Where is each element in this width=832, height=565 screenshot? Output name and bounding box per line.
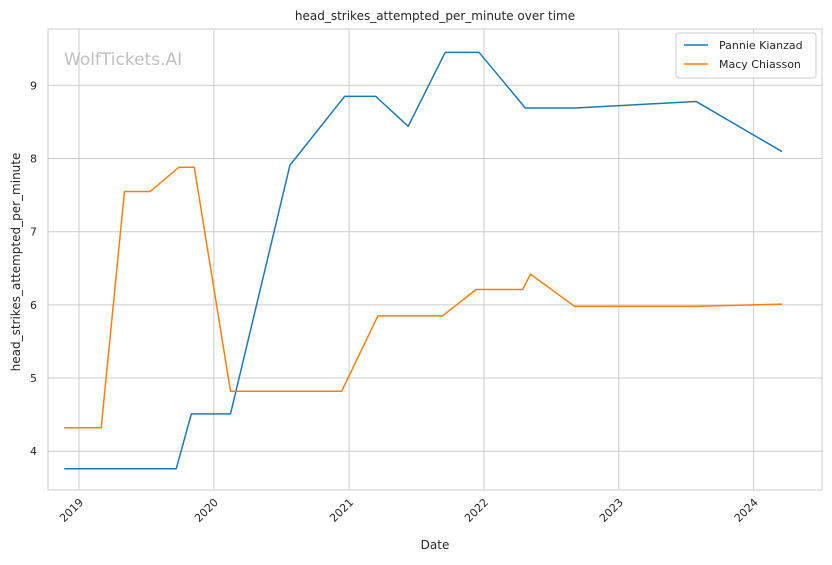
y-tick-label-9: 9 xyxy=(30,79,37,92)
legend-label-pannie-kianzad: Pannie Kianzad xyxy=(719,39,803,52)
legend-label-macy-chiasson: Macy Chiasson xyxy=(719,58,801,71)
y-axis-label: head_strikes_attempted_per_minute xyxy=(9,153,23,372)
axes-layer xyxy=(47,28,823,491)
y-tick-label-4: 4 xyxy=(30,445,37,458)
y-tick-label-5: 5 xyxy=(30,372,37,385)
series-layer xyxy=(64,51,783,470)
y-tick-label-7: 7 xyxy=(30,226,37,239)
series-line-macy-chiasson xyxy=(64,166,783,429)
y-tick-label-6: 6 xyxy=(30,299,37,312)
series-line-pannie-kianzad xyxy=(64,51,783,470)
legend-frame xyxy=(675,32,817,79)
y-tick-label-8: 8 xyxy=(30,153,37,166)
watermark: WolfTickets.AI xyxy=(64,50,182,70)
chart-title: head_strikes_attempted_per_minute over t… xyxy=(295,9,575,23)
legend: Pannie Kianzad Macy Chiasson xyxy=(675,32,817,79)
plot-frame xyxy=(47,28,823,491)
x-axis-label: Date xyxy=(421,538,450,552)
